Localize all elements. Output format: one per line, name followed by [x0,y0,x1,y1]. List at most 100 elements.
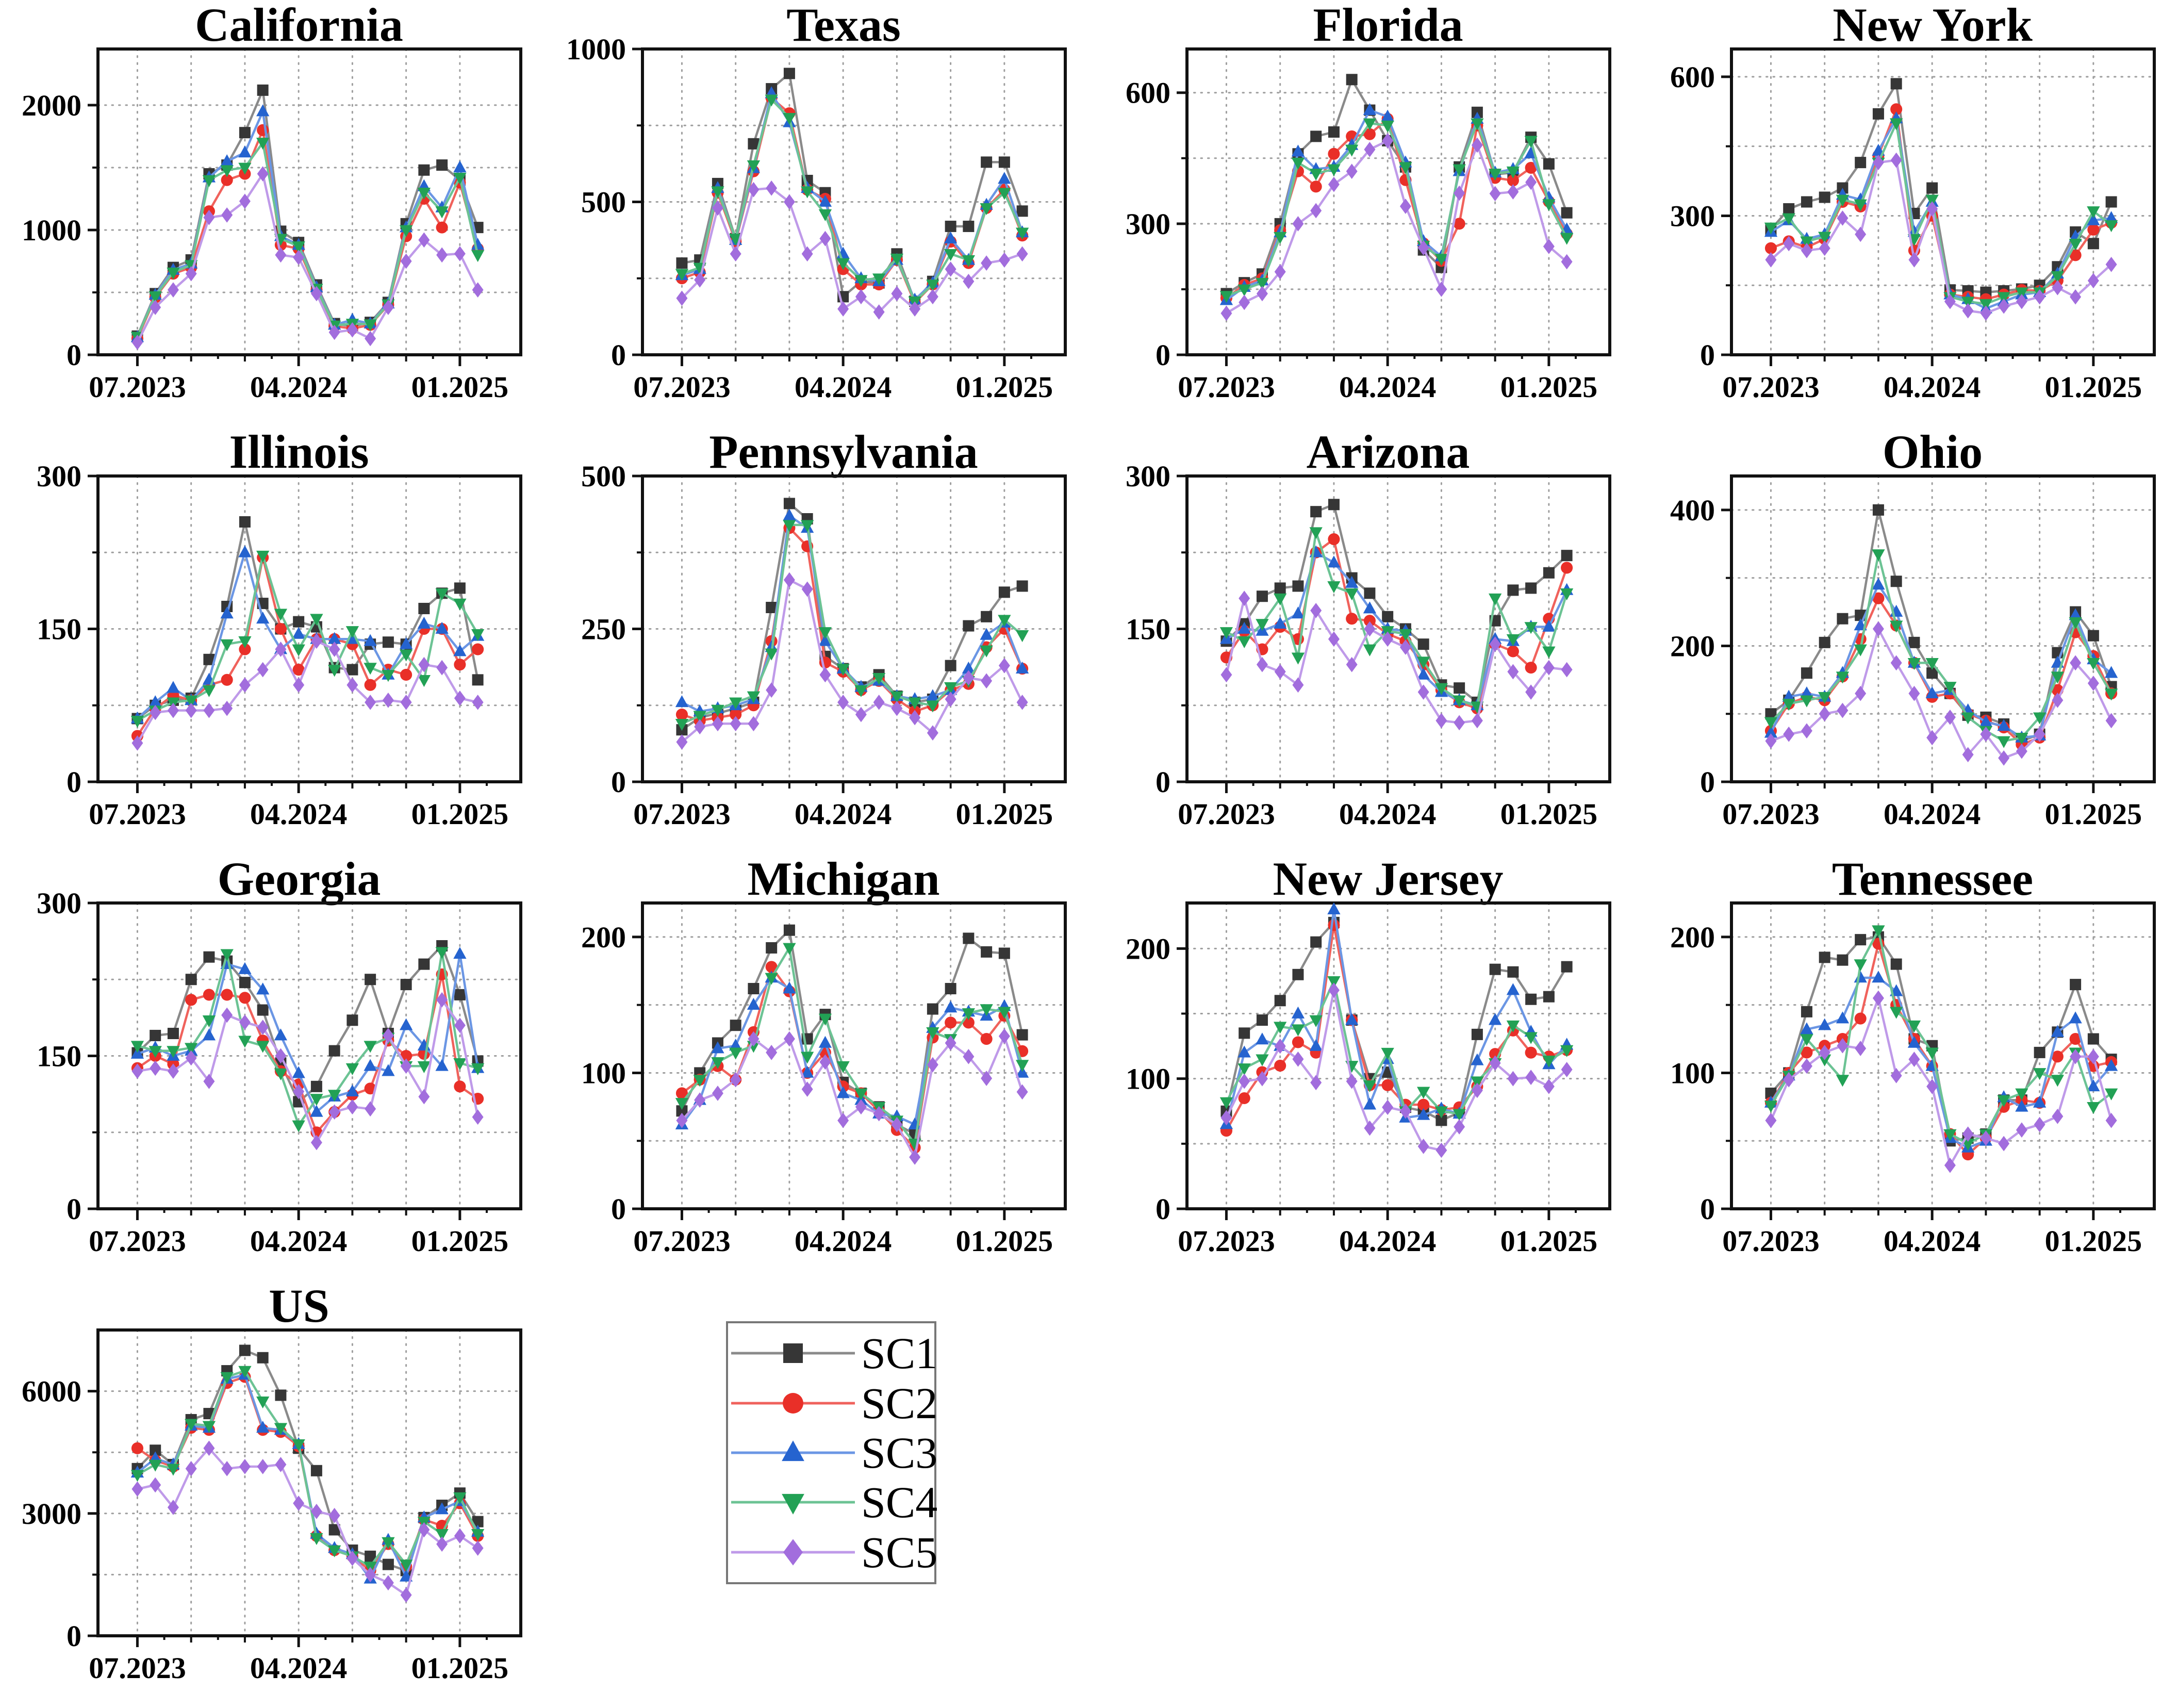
svg-text:04.2024: 04.2024 [1339,797,1437,831]
chart-plot-new-york: 0 300 600 07.2023 04.2024 01.2025 [1670,47,2156,404]
svg-text:04.2024: 04.2024 [795,797,892,831]
chart-cell-new-york: New York 0 300 600 07.2023 04.2024 01.2025 [1634,0,2178,427]
chart-cell-florida: Florida 0 300 600 07.2023 04.2024 01.2025 [1089,0,1634,427]
chart-plot-us: 0 3000 6000 07.2023 04.2024 01.2025 [22,1328,522,1685]
chart-title-new-jersey: New Jersey [1273,852,1504,905]
chart-title-ohio: Ohio [1882,425,1983,478]
svg-text:150: 150 [37,613,81,646]
empty-cell [1634,1281,2178,1708]
svg-text:01.2025: 01.2025 [956,797,1053,831]
chart-cell-pennsylvania: Pennsylvania 0 250 500 07.2023 04.2024 01.202… [544,427,1089,854]
svg-text:0: 0 [67,338,81,372]
svg-text:07.2023: 07.2023 [89,1651,186,1685]
svg-text:01.2025: 01.2025 [956,1224,1053,1258]
svg-text:0: 0 [1700,1192,1715,1226]
legend-entry-sc3: SC3 [728,1429,937,1476]
svg-text:07.2023: 07.2023 [1722,797,1820,831]
svg-text:07.2023: 07.2023 [633,1224,731,1258]
chart-title-tennessee: Tennessee [1832,852,2034,905]
svg-text:0: 0 [1700,338,1715,372]
chart-plot-georgia: 0 150 300 07.2023 04.2024 01.2025 [37,886,522,1258]
svg-text:100: 100 [1126,1062,1170,1096]
chart-title-michigan: Michigan [747,852,940,905]
chart-plot-new-jersey: 0 100 200 07.2023 04.2024 01.2025 [1126,901,1611,1258]
svg-text:04.2024: 04.2024 [250,1224,348,1258]
chart-title-new-york: New York [1833,0,2033,51]
legend-entry-sc1: SC1 [728,1328,938,1378]
svg-text:01.2025: 01.2025 [411,797,509,831]
svg-text:300: 300 [1126,459,1170,493]
chart-plot-pennsylvania: 0 250 500 07.2023 04.2024 01.2025 [581,459,1067,831]
svg-text:04.2024: 04.2024 [1884,1224,1981,1258]
svg-text:100: 100 [581,1056,626,1090]
svg-text:250: 250 [581,613,626,646]
svg-text:0: 0 [1156,765,1170,799]
chart-plot-florida: 0 300 600 07.2023 04.2024 01.2025 [1126,47,1611,404]
chart-title-georgia: Georgia [217,852,381,905]
chart-cell-california: California 0 1000 2000 07.2023 04.2024 01.202… [0,0,544,427]
chart-plot-california: 0 1000 2000 07.2023 04.2024 01.2025 [22,47,522,404]
chart-title-florida: Florida [1313,0,1463,51]
chart-cell-texas: Texas 0 500 1000 07.2023 04.2024 01.2025 [544,0,1089,427]
sc2-circle-marker-icon [731,1392,855,1414]
chart-plot-tennessee: 0 100 200 07.2023 04.2024 01.2025 [1670,901,2156,1258]
svg-text:0: 0 [67,1192,81,1226]
chart-title-arizona: Arizona [1306,425,1470,478]
svg-text:01.2025: 01.2025 [411,1224,509,1258]
svg-text:07.2023: 07.2023 [1722,370,1820,404]
chart-title-pennsylvania: Pennsylvania [709,425,978,478]
svg-text:300: 300 [1670,199,1715,233]
legend-entry-sc2: SC2 [728,1379,937,1427]
svg-text:01.2025: 01.2025 [411,370,509,404]
svg-text:07.2023: 07.2023 [633,370,731,404]
svg-text:200: 200 [1670,629,1715,663]
svg-text:0: 0 [1700,765,1715,799]
chart-title-texas: Texas [786,0,901,51]
svg-text:01.2025: 01.2025 [2045,797,2142,831]
svg-text:01.2025: 01.2025 [411,1651,509,1685]
svg-text:04.2024: 04.2024 [795,370,892,404]
chart-plot-arizona: 0 150 300 07.2023 04.2024 01.2025 [1126,459,1611,831]
svg-text:01.2025: 01.2025 [1500,1224,1598,1258]
svg-text:04.2024: 04.2024 [1339,370,1437,404]
svg-text:01.2025: 01.2025 [956,370,1053,404]
svg-text:300: 300 [37,886,81,920]
svg-text:07.2023: 07.2023 [89,797,186,831]
svg-text:0: 0 [611,1192,626,1226]
svg-text:0: 0 [611,338,626,372]
sc3-triangle-up-marker-icon [731,1440,855,1461]
chart-title-california: California [195,0,403,51]
empty-cell [1089,1281,1634,1708]
svg-text:400: 400 [1670,494,1715,527]
svg-text:07.2023: 07.2023 [1178,370,1275,404]
svg-text:07.2023: 07.2023 [1178,797,1275,831]
chart-cell-tennessee: Tennessee 0 100 200 07.2023 04.2024 01.2025 [1634,854,2178,1281]
svg-text:200: 200 [1126,932,1170,965]
chart-plot-michigan: 0 100 200 07.2023 04.2024 01.2025 [581,901,1067,1258]
svg-text:07.2023: 07.2023 [633,797,731,831]
svg-text:01.2025: 01.2025 [1500,370,1598,404]
chart-cell-ohio: Ohio 0 200 400 07.2023 04.2024 01.2025 [1634,427,2178,854]
svg-text:600: 600 [1126,76,1170,110]
sc4-triangle-down-marker-icon [731,1494,855,1515]
legend-label-sc5: SC5 [861,1527,938,1577]
chart-cell-illinois: Illinois 0 150 300 07.2023 04.2024 01.2025 [0,427,544,854]
svg-text:0: 0 [611,765,626,799]
legend-cell: SC1 SC2 SC3 SC4 SC5 [544,1281,1089,1708]
svg-text:04.2024: 04.2024 [250,370,348,404]
legend-box: SC1 SC2 SC3 SC4 SC5 [726,1321,938,1584]
svg-text:2000: 2000 [22,89,81,122]
svg-text:100: 100 [1670,1056,1715,1090]
svg-text:04.2024: 04.2024 [795,1224,892,1258]
legend-label-sc1: SC1 [861,1328,938,1378]
legend-label-sc4: SC4 [861,1477,938,1528]
svg-text:07.2023: 07.2023 [1178,1224,1275,1258]
svg-text:04.2024: 04.2024 [1884,797,1981,831]
svg-text:300: 300 [37,459,81,493]
svg-text:04.2024: 04.2024 [1339,1224,1437,1258]
chart-plot-ohio: 0 200 400 07.2023 04.2024 01.2025 [1670,474,2156,831]
svg-text:500: 500 [581,459,626,493]
chart-cell-michigan: Michigan 0 100 200 07.2023 04.2024 01.2025 [544,854,1089,1281]
svg-text:600: 600 [1670,60,1715,94]
legend-entry-sc5: SC5 [728,1527,938,1577]
